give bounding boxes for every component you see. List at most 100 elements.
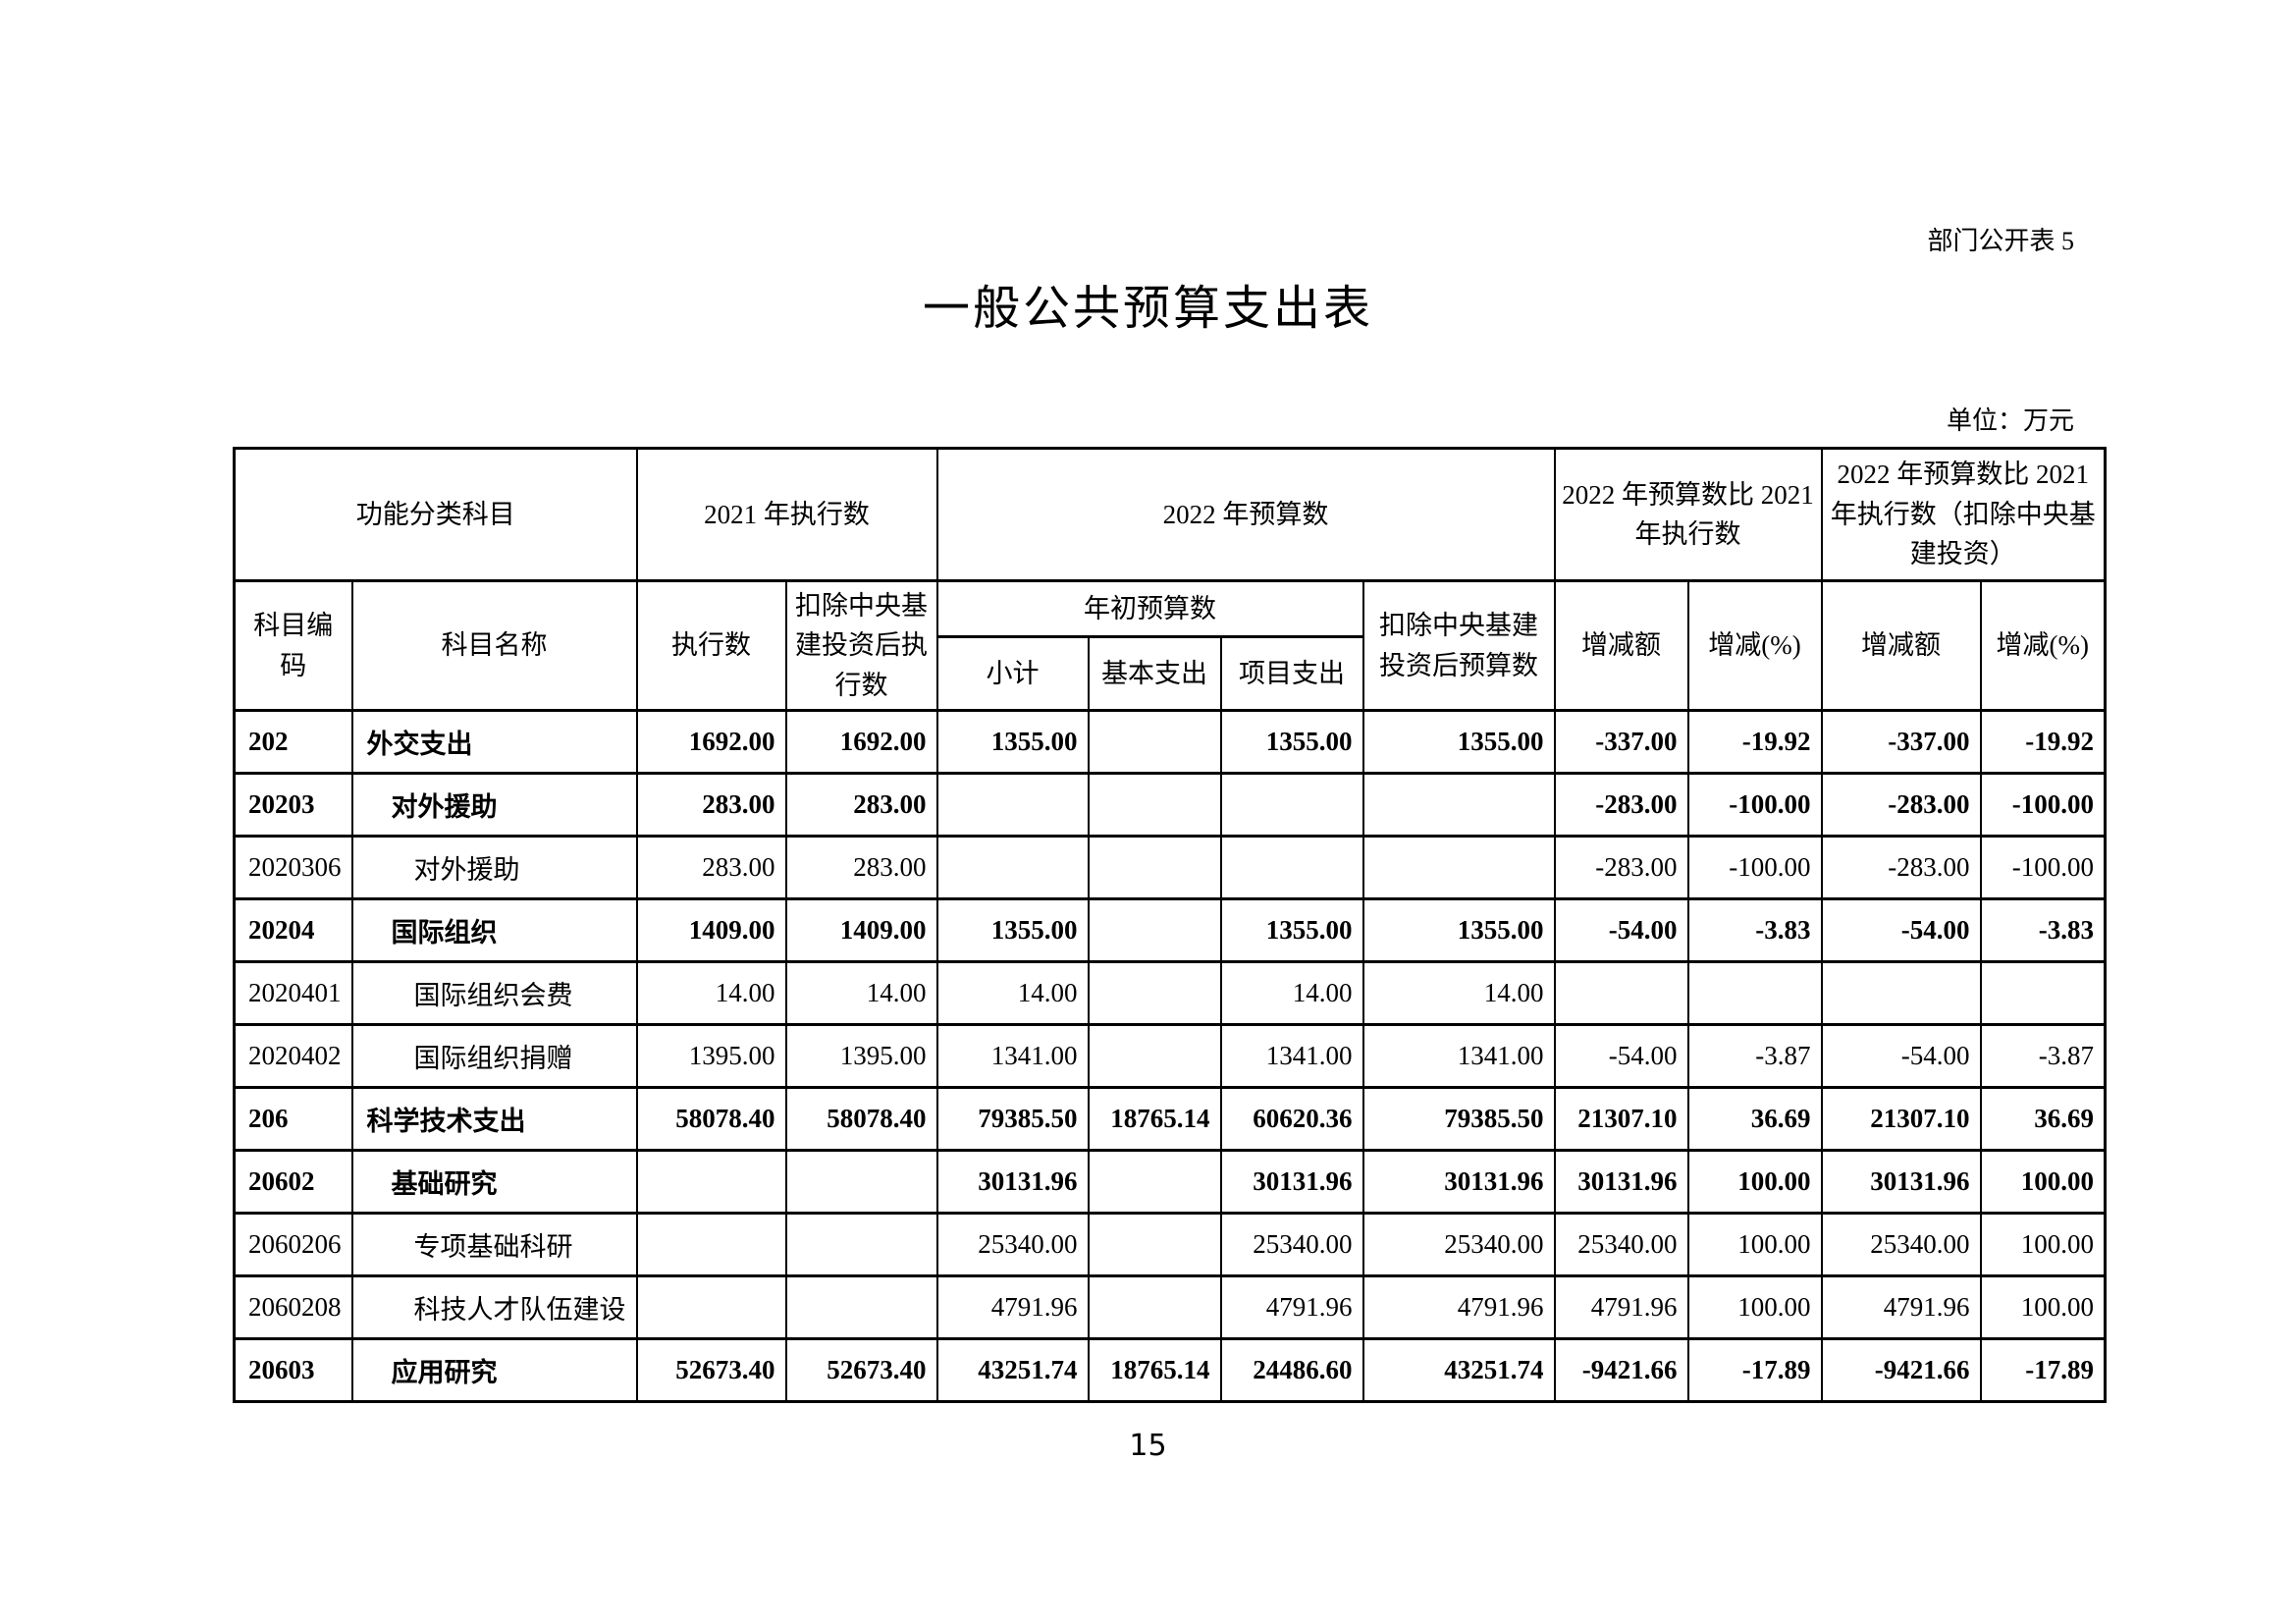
header-budget-excl-central: 扣除中央基建投资后预算数: [1362, 579, 1556, 712]
table-row: 2020402 国际组织捐赠 1395.00 1395.00 1341.00 1341.0…: [233, 1023, 2107, 1089]
value-cell: -100.00: [1979, 835, 2107, 900]
value-cell: -283.00: [1820, 835, 1982, 900]
value-cell: [1979, 960, 2107, 1026]
value-cell: 30131.96: [1219, 1149, 1364, 1215]
subject-code-cell: 206: [233, 1086, 353, 1152]
subject-code-cell: 2020401: [233, 960, 353, 1026]
value-cell: 36.69: [1686, 1086, 1823, 1152]
value-cell: -283.00: [1820, 772, 1982, 838]
value-cell: 60620.36: [1219, 1086, 1364, 1152]
table-row: 206 科学技术支出 58078.40 58078.40 79385.50 18765.1…: [233, 1086, 2107, 1152]
unit-note: 单位：万元: [1946, 406, 2074, 435]
value-cell: [635, 1212, 787, 1277]
header-func-class: 功能分类科目: [233, 447, 638, 582]
subject-code-cell: 2020402: [233, 1023, 353, 1089]
budget-table: 功能分类科目 2021 年执行数 2022 年预算数 2022 年预算数比 20…: [233, 447, 2107, 1403]
value-cell: [1087, 1023, 1222, 1089]
value-cell: [784, 1274, 938, 1340]
value-cell: 21307.10: [1553, 1086, 1689, 1152]
value-cell: 1409.00: [784, 897, 938, 963]
table-row: 20203 对外援助 283.00 283.00 -283.00 -100.00 -283.…: [233, 772, 2107, 838]
value-cell: 79385.50: [1362, 1086, 1556, 1152]
value-cell: 14.00: [1362, 960, 1556, 1026]
value-cell: 1355.00: [1219, 709, 1364, 775]
header-row-3: 小计 基本支出 项目支出: [235, 635, 2106, 712]
value-cell: [1820, 960, 1982, 1026]
value-cell: 14.00: [1219, 960, 1364, 1026]
header-exec-excl-central: 扣除中央基建投资后执行数: [784, 579, 938, 712]
value-cell: 1692.00: [784, 709, 938, 775]
table-row: 2060206 专项基础科研 25340.00 25340.00 25340.00 253…: [233, 1212, 2107, 1277]
value-cell: 25340.00: [1362, 1212, 1556, 1277]
value-cell: 4791.96: [935, 1274, 1090, 1340]
subject-name-cell: 国际组织会费: [350, 960, 638, 1026]
value-cell: 52673.40: [784, 1337, 938, 1403]
value-cell: 1355.00: [1362, 709, 1556, 775]
header-subject-code: 科目编码: [233, 579, 353, 712]
value-cell: 1341.00: [935, 1023, 1090, 1089]
corner-label: 部门公开表 5: [1927, 227, 2074, 255]
value-cell: 1355.00: [935, 709, 1090, 775]
value-cell: [1219, 835, 1364, 900]
header-exec-2021: 2021 年执行数: [635, 447, 938, 582]
value-cell: -3.87: [1686, 1023, 1823, 1089]
value-cell: [1087, 1149, 1222, 1215]
value-cell: 100.00: [1686, 1149, 1823, 1215]
value-cell: 283.00: [784, 772, 938, 838]
value-cell: -3.83: [1979, 897, 2107, 963]
header-delta-pct-2: 增减(%): [1979, 579, 2107, 712]
subject-name-cell: 应用研究: [350, 1337, 638, 1403]
value-cell: 4791.96: [1362, 1274, 1556, 1340]
value-cell: 100.00: [1979, 1274, 2107, 1340]
value-cell: [1087, 1274, 1222, 1340]
subject-name-cell: 对外援助: [350, 835, 638, 900]
value-cell: 1355.00: [1219, 897, 1364, 963]
value-cell: -17.89: [1979, 1337, 2107, 1403]
value-cell: -54.00: [1553, 1023, 1689, 1089]
page-number: 15: [1129, 1429, 1167, 1463]
value-cell: 4791.96: [1553, 1274, 1689, 1340]
value-cell: 18765.14: [1087, 1337, 1222, 1403]
value-cell: [1686, 960, 1823, 1026]
value-cell: [935, 835, 1090, 900]
value-cell: [1087, 772, 1222, 838]
value-cell: 30131.96: [935, 1149, 1090, 1215]
value-cell: 30131.96: [1362, 1149, 1556, 1215]
value-cell: 25340.00: [1553, 1212, 1689, 1277]
value-cell: [1553, 960, 1689, 1026]
value-cell: [635, 1274, 787, 1340]
header-budget-2022: 2022 年预算数: [935, 447, 1556, 582]
value-cell: [1087, 960, 1222, 1026]
header-row-1: 功能分类科目 2021 年执行数 2022 年预算数 2022 年预算数比 20…: [233, 447, 2107, 582]
value-cell: [1087, 897, 1222, 963]
table-row: 202 外交支出 1692.00 1692.00 1355.00 1355.00 1355.…: [233, 709, 2107, 775]
value-cell: [1219, 772, 1364, 838]
value-cell: 58078.40: [784, 1086, 938, 1152]
table-row: 2060208 科技人才队伍建设 4791.96 4791.96 4791.96 4791…: [233, 1274, 2107, 1340]
header-basic-exp: 基本支出: [1087, 635, 1222, 712]
value-cell: 1395.00: [784, 1023, 938, 1089]
value-cell: 52673.40: [635, 1337, 787, 1403]
value-cell: [784, 1212, 938, 1277]
value-cell: 30131.96: [1553, 1149, 1689, 1215]
subject-code-cell: 2020306: [233, 835, 353, 900]
subject-code-cell: 20203: [233, 772, 353, 838]
value-cell: 25340.00: [935, 1212, 1090, 1277]
value-cell: 283.00: [784, 835, 938, 900]
subject-name-cell: 基础研究: [350, 1149, 638, 1215]
value-cell: 100.00: [1686, 1274, 1823, 1340]
table-row: 20603 应用研究 52673.40 52673.40 43251.74 18765.1…: [233, 1337, 2107, 1403]
value-cell: -9421.66: [1553, 1337, 1689, 1403]
subject-name-cell: 对外援助: [350, 772, 638, 838]
value-cell: [1362, 835, 1556, 900]
subject-name-cell: 专项基础科研: [350, 1212, 638, 1277]
table-header: 功能分类科目 2021 年执行数 2022 年预算数 2022 年预算数比 20…: [233, 447, 2107, 712]
header-initial-budget: 年初预算数: [935, 579, 1364, 638]
subject-code-cell: 2060206: [233, 1212, 353, 1277]
value-cell: 43251.74: [1362, 1337, 1556, 1403]
value-cell: 1341.00: [1362, 1023, 1556, 1089]
value-cell: 30131.96: [1820, 1149, 1982, 1215]
value-cell: -100.00: [1686, 835, 1823, 900]
table-row: 20204 国际组织 1409.00 1409.00 1355.00 1355.00 135…: [233, 897, 2107, 963]
subject-code-cell: 202: [233, 709, 353, 775]
